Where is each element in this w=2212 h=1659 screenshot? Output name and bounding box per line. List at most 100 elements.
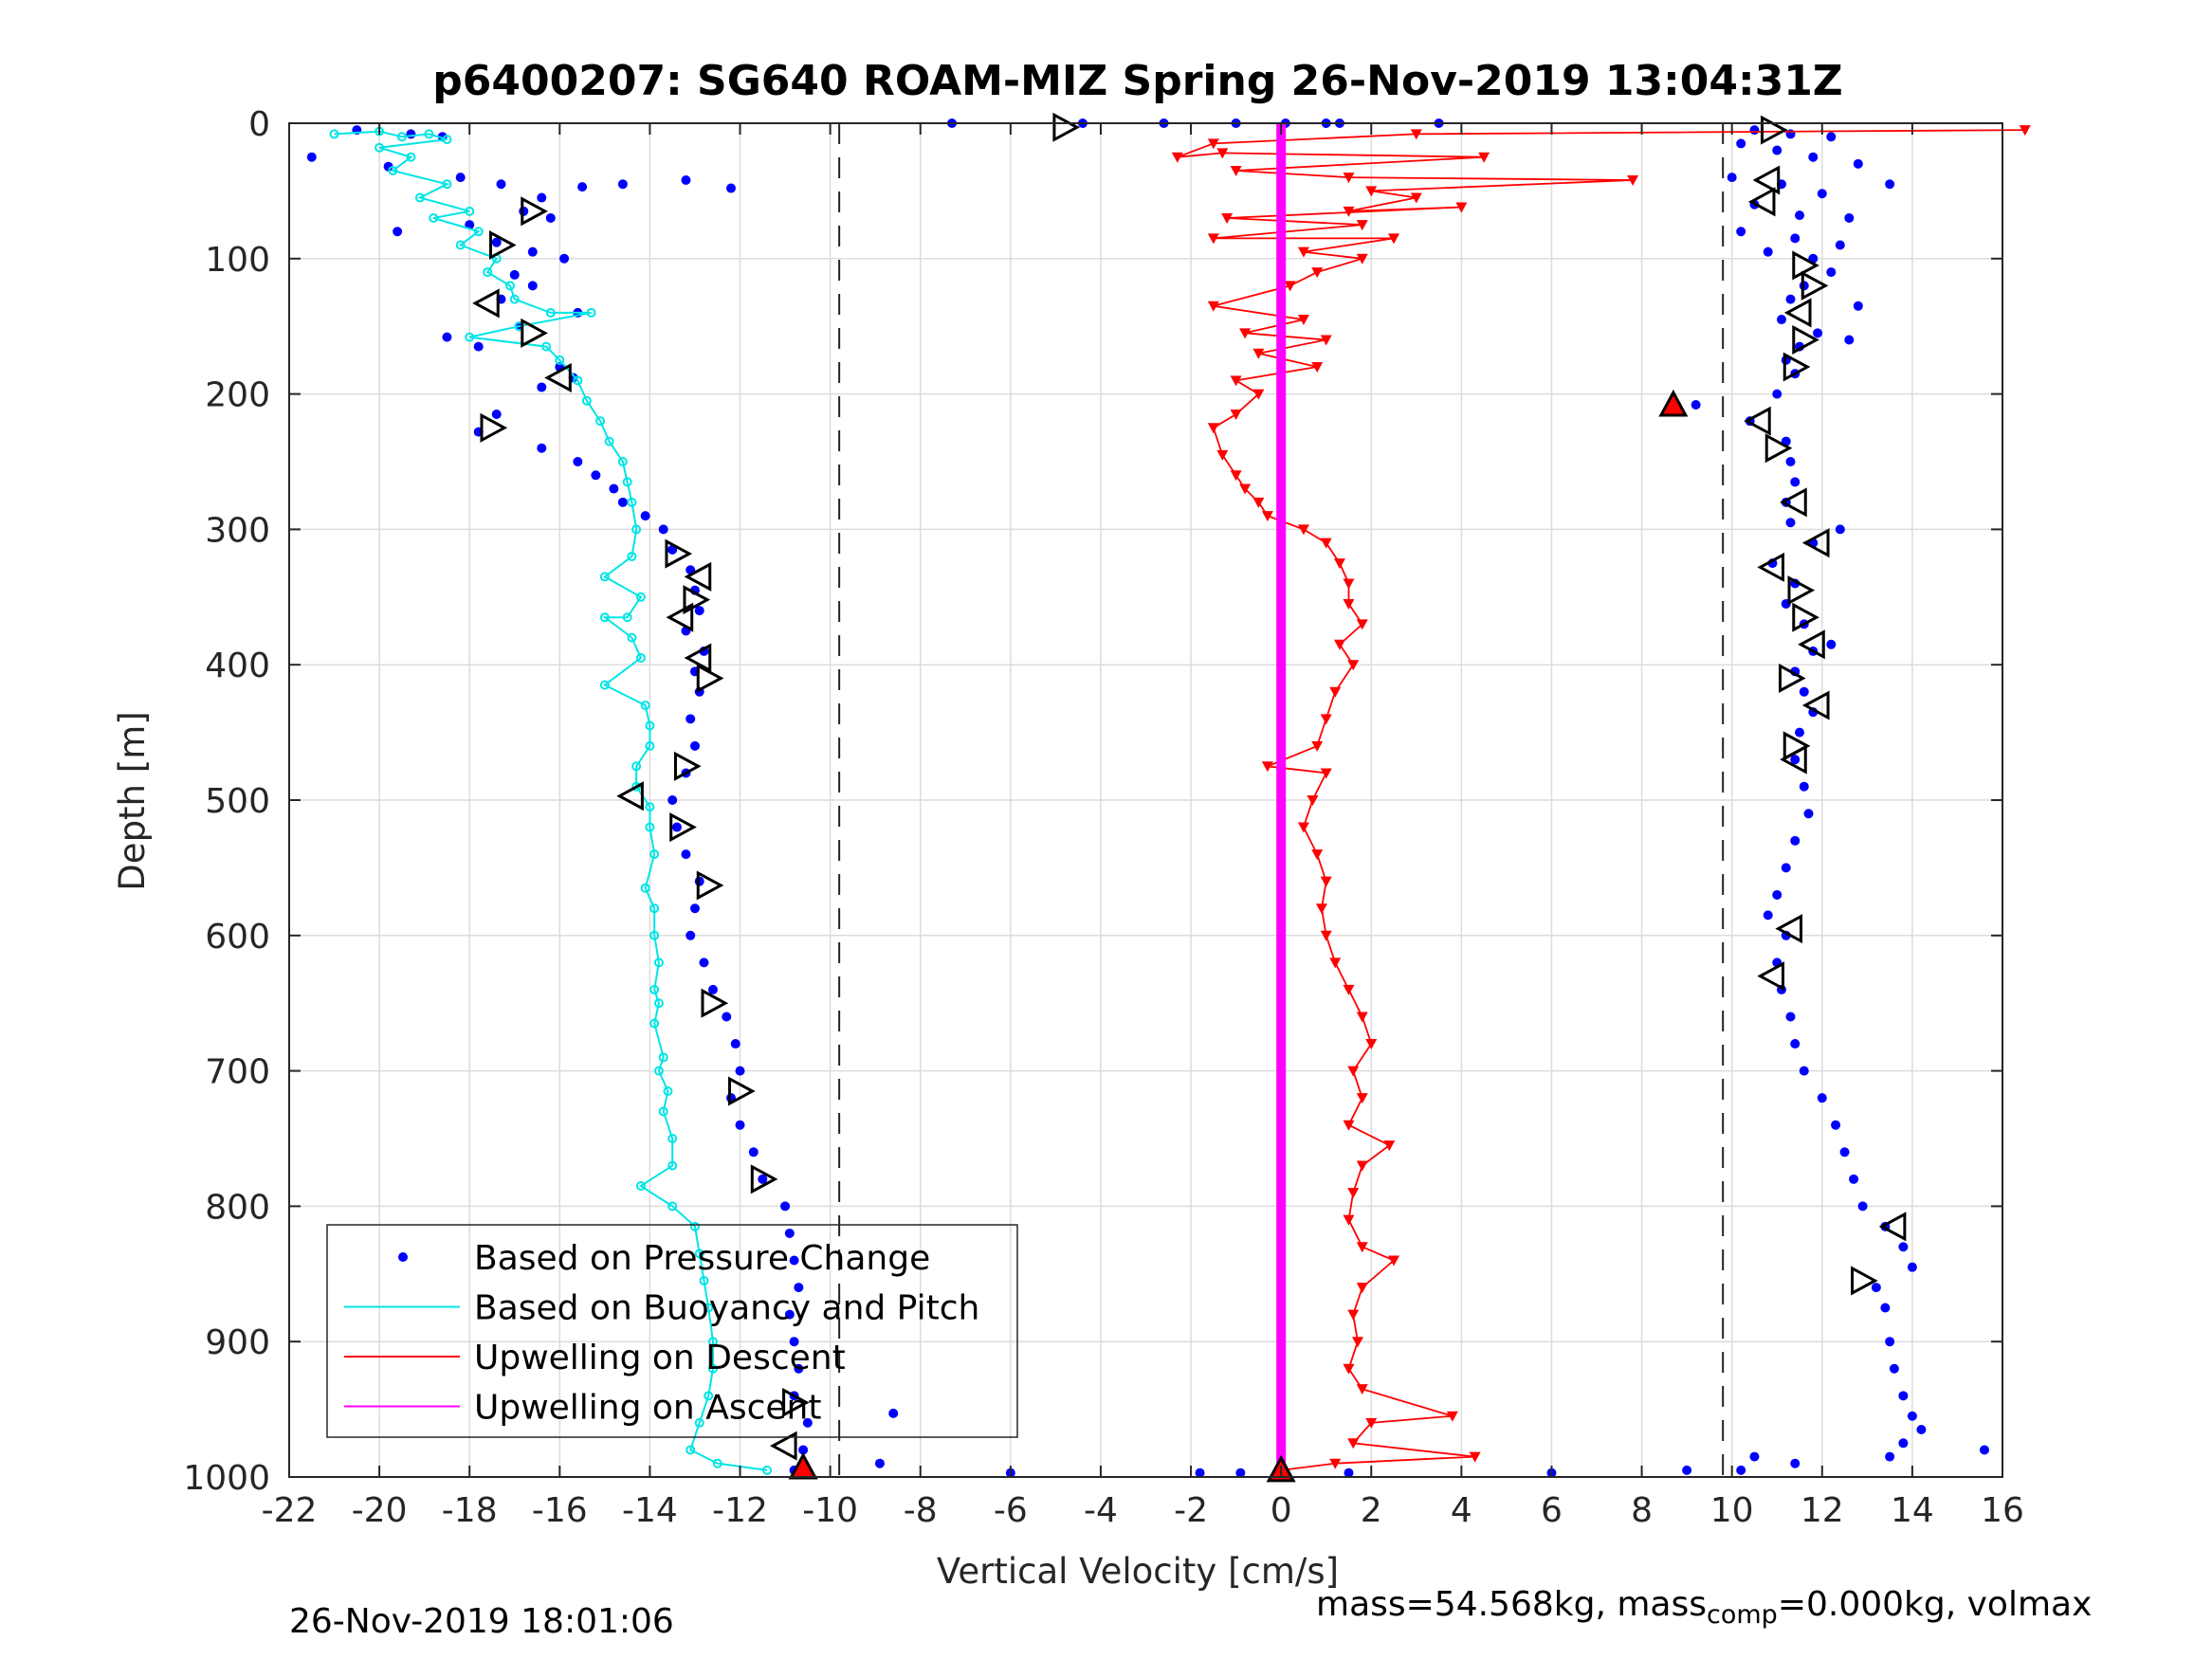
- pressure-point: [722, 1012, 732, 1022]
- descent-point: [1365, 186, 1378, 197]
- x-tick-label: -10: [802, 1491, 858, 1530]
- pressure-point: [658, 524, 668, 535]
- pressure-point: [730, 1039, 740, 1049]
- pressure-point: [1898, 1438, 1909, 1449]
- legend-entry-label: Based on Buoyancy and Pitch: [474, 1289, 979, 1328]
- x-axis-label: Vertical Velocity [cm/s]: [937, 1551, 1339, 1592]
- y-tick-label: 200: [205, 376, 270, 415]
- buoyancy-point: [686, 1445, 696, 1455]
- descent-point: [1383, 1140, 1396, 1152]
- buoyancy-point: [653, 998, 664, 1009]
- y-tick-label: 800: [205, 1188, 270, 1227]
- pressure-point: [780, 1201, 791, 1212]
- buoyancy-point: [699, 1275, 709, 1285]
- legend-entry-label: Upwelling on Ascent: [474, 1389, 821, 1428]
- descent-point: [1320, 930, 1332, 941]
- buoyancy-point: [653, 1066, 664, 1076]
- buoyancy-point: [442, 135, 452, 145]
- triangle-right-marker: [1787, 575, 1816, 606]
- x-tick-label: 6: [1541, 1491, 1563, 1530]
- x-tick-label: 8: [1631, 1491, 1653, 1530]
- triangle-left-marker: [666, 602, 694, 632]
- pressure-point: [1885, 1337, 1895, 1347]
- descent-point: [2019, 125, 2031, 137]
- descent-point: [1230, 375, 1242, 387]
- pressure-point: [1808, 152, 1819, 162]
- buoyancy-point: [635, 653, 646, 664]
- pressure-point: [640, 511, 650, 521]
- pressure-point: [699, 957, 709, 968]
- buoyancy-point: [645, 720, 655, 731]
- triangle-right-marker: [488, 230, 517, 261]
- buoyancy-point: [667, 1201, 678, 1212]
- descent-point: [1320, 768, 1332, 779]
- pressure-point: [455, 173, 466, 183]
- descent-point: [1343, 1120, 1355, 1131]
- buoyancy-point: [581, 395, 592, 406]
- buoyancy-point: [541, 341, 552, 352]
- pressure-point: [1799, 1066, 1809, 1076]
- buoyancy-point: [396, 132, 407, 142]
- pressure-point: [1813, 328, 1823, 338]
- descent-point: [1239, 328, 1252, 339]
- x-tick-label: 4: [1451, 1491, 1472, 1530]
- triangle-left-marker: [616, 781, 644, 811]
- x-tick-label: -14: [622, 1491, 678, 1530]
- pressure-point: [784, 1228, 795, 1238]
- pressure-point: [1781, 863, 1791, 873]
- pressure-point: [609, 483, 619, 494]
- descent-point: [1410, 129, 1422, 140]
- x-tick-label: -12: [712, 1491, 768, 1530]
- descent-point: [1311, 740, 1324, 752]
- pressure-point: [1799, 686, 1809, 697]
- pressure-point: [689, 740, 700, 751]
- reference-lines: [838, 123, 1725, 1477]
- pressure-point: [789, 1337, 799, 1347]
- pressure-point: [794, 1283, 804, 1293]
- buoyancy-point: [627, 497, 637, 507]
- descent-point: [1356, 1012, 1368, 1023]
- pressure-point: [1790, 477, 1801, 487]
- descent-point: [1297, 246, 1309, 258]
- descent-point: [1356, 1283, 1368, 1294]
- triangle-left-marker: [1780, 744, 1807, 775]
- buoyancy-point: [388, 165, 398, 175]
- descent-point: [1252, 497, 1265, 508]
- buoyancy-point: [599, 680, 610, 690]
- pressure-point: [1826, 267, 1837, 278]
- triangle-right-marker: [521, 196, 548, 227]
- descent-point: [1343, 598, 1355, 610]
- pressure-point: [1839, 1147, 1850, 1158]
- y-tick-label: 300: [205, 511, 270, 550]
- triangle-right-marker: [696, 870, 724, 901]
- triangle-left-marker: [1780, 487, 1807, 518]
- pressure-point: [802, 1417, 813, 1428]
- pressure-point: [1790, 1039, 1801, 1049]
- descent-point: [1347, 1438, 1360, 1449]
- buoyancy-point: [483, 267, 493, 278]
- buoyancy-point: [617, 457, 628, 466]
- descent-point: [1297, 524, 1309, 536]
- pressure-point: [1736, 1465, 1746, 1475]
- pressure-point: [1763, 246, 1773, 257]
- buoyancy-point: [465, 206, 475, 216]
- descent-point: [1207, 233, 1219, 245]
- pressure-point: [1785, 518, 1796, 528]
- footer-mass-text: mass=54.568kg, mass: [1316, 1585, 1707, 1624]
- pressure-point: [726, 183, 737, 193]
- descent-point: [1365, 1417, 1378, 1429]
- x-tick-label: -8: [904, 1491, 938, 1530]
- pressure-point: [617, 179, 628, 190]
- descent-point: [1388, 233, 1400, 245]
- descent-point: [1207, 138, 1219, 150]
- triangle-left-marker: [1757, 552, 1784, 582]
- descent-point: [1329, 686, 1342, 698]
- buoyancy-point: [604, 436, 614, 447]
- pressure-point: [491, 237, 502, 247]
- pressure-point: [1844, 212, 1855, 223]
- triangle-left-marker: [684, 643, 712, 673]
- descent-point: [1261, 761, 1273, 773]
- buoyancy-point: [424, 129, 434, 139]
- pressure-point: [491, 410, 502, 420]
